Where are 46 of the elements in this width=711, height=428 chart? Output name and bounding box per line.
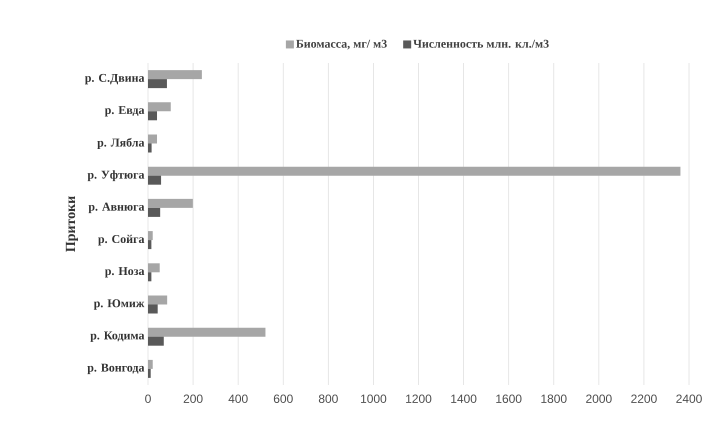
y-tick-label: р. Евда bbox=[104, 106, 144, 116]
bar bbox=[148, 143, 152, 152]
x-tick-label: 200 bbox=[184, 394, 203, 403]
bar bbox=[148, 176, 162, 185]
bar bbox=[148, 134, 158, 144]
x-tick-label: 400 bbox=[228, 394, 248, 403]
y-tick-label: р. Кодима bbox=[90, 332, 144, 342]
x-tick-label: 1600 bbox=[496, 394, 522, 403]
x-tick-label: 2400 bbox=[676, 394, 702, 403]
x-tick-label: 1400 bbox=[451, 394, 476, 403]
x-tick-label: 1000 bbox=[361, 394, 386, 403]
bar bbox=[148, 111, 158, 120]
bar bbox=[148, 295, 168, 304]
bar bbox=[148, 304, 158, 314]
legend-label: Биомасса, мг/ м3 bbox=[296, 40, 387, 50]
bar bbox=[148, 368, 151, 378]
y-tick-label: р. Авнюга bbox=[88, 202, 144, 214]
y-tick-label: р. Уфтюга bbox=[88, 170, 144, 182]
bar bbox=[148, 272, 152, 282]
bar bbox=[148, 360, 153, 369]
y-tick-label: р. Ноза bbox=[104, 267, 144, 278]
bar bbox=[148, 263, 160, 272]
x-tick-label: 800 bbox=[318, 394, 338, 403]
x-tick-label: 2000 bbox=[586, 394, 612, 403]
y-tick-label: р. Вонгода bbox=[87, 364, 144, 374]
bar bbox=[148, 208, 160, 217]
y-tick-label: р. Сойга bbox=[98, 234, 144, 246]
y-tick-label: р. С.Двина bbox=[84, 74, 144, 84]
x-tick-label: 2200 bbox=[631, 394, 657, 403]
x-tick-label: 1800 bbox=[541, 394, 567, 403]
x-tick-label: 600 bbox=[274, 394, 293, 403]
bar bbox=[148, 336, 164, 346]
x-tick-label: 0 bbox=[145, 394, 151, 403]
bar bbox=[148, 240, 152, 250]
bar bbox=[148, 328, 266, 337]
y-tick-label: р. Лябла bbox=[97, 138, 144, 150]
bar bbox=[148, 70, 202, 80]
legend-label: Численность млн. кл./м3 bbox=[413, 40, 549, 48]
bar bbox=[148, 231, 153, 240]
bar bbox=[148, 79, 167, 88]
x-tick-label: 1200 bbox=[406, 394, 432, 403]
bar bbox=[148, 166, 680, 176]
bar bbox=[148, 102, 171, 112]
y-tick-label: р. Юмиж bbox=[94, 299, 144, 310]
bar bbox=[148, 198, 193, 208]
y-axis-title: Притоки bbox=[66, 196, 78, 252]
